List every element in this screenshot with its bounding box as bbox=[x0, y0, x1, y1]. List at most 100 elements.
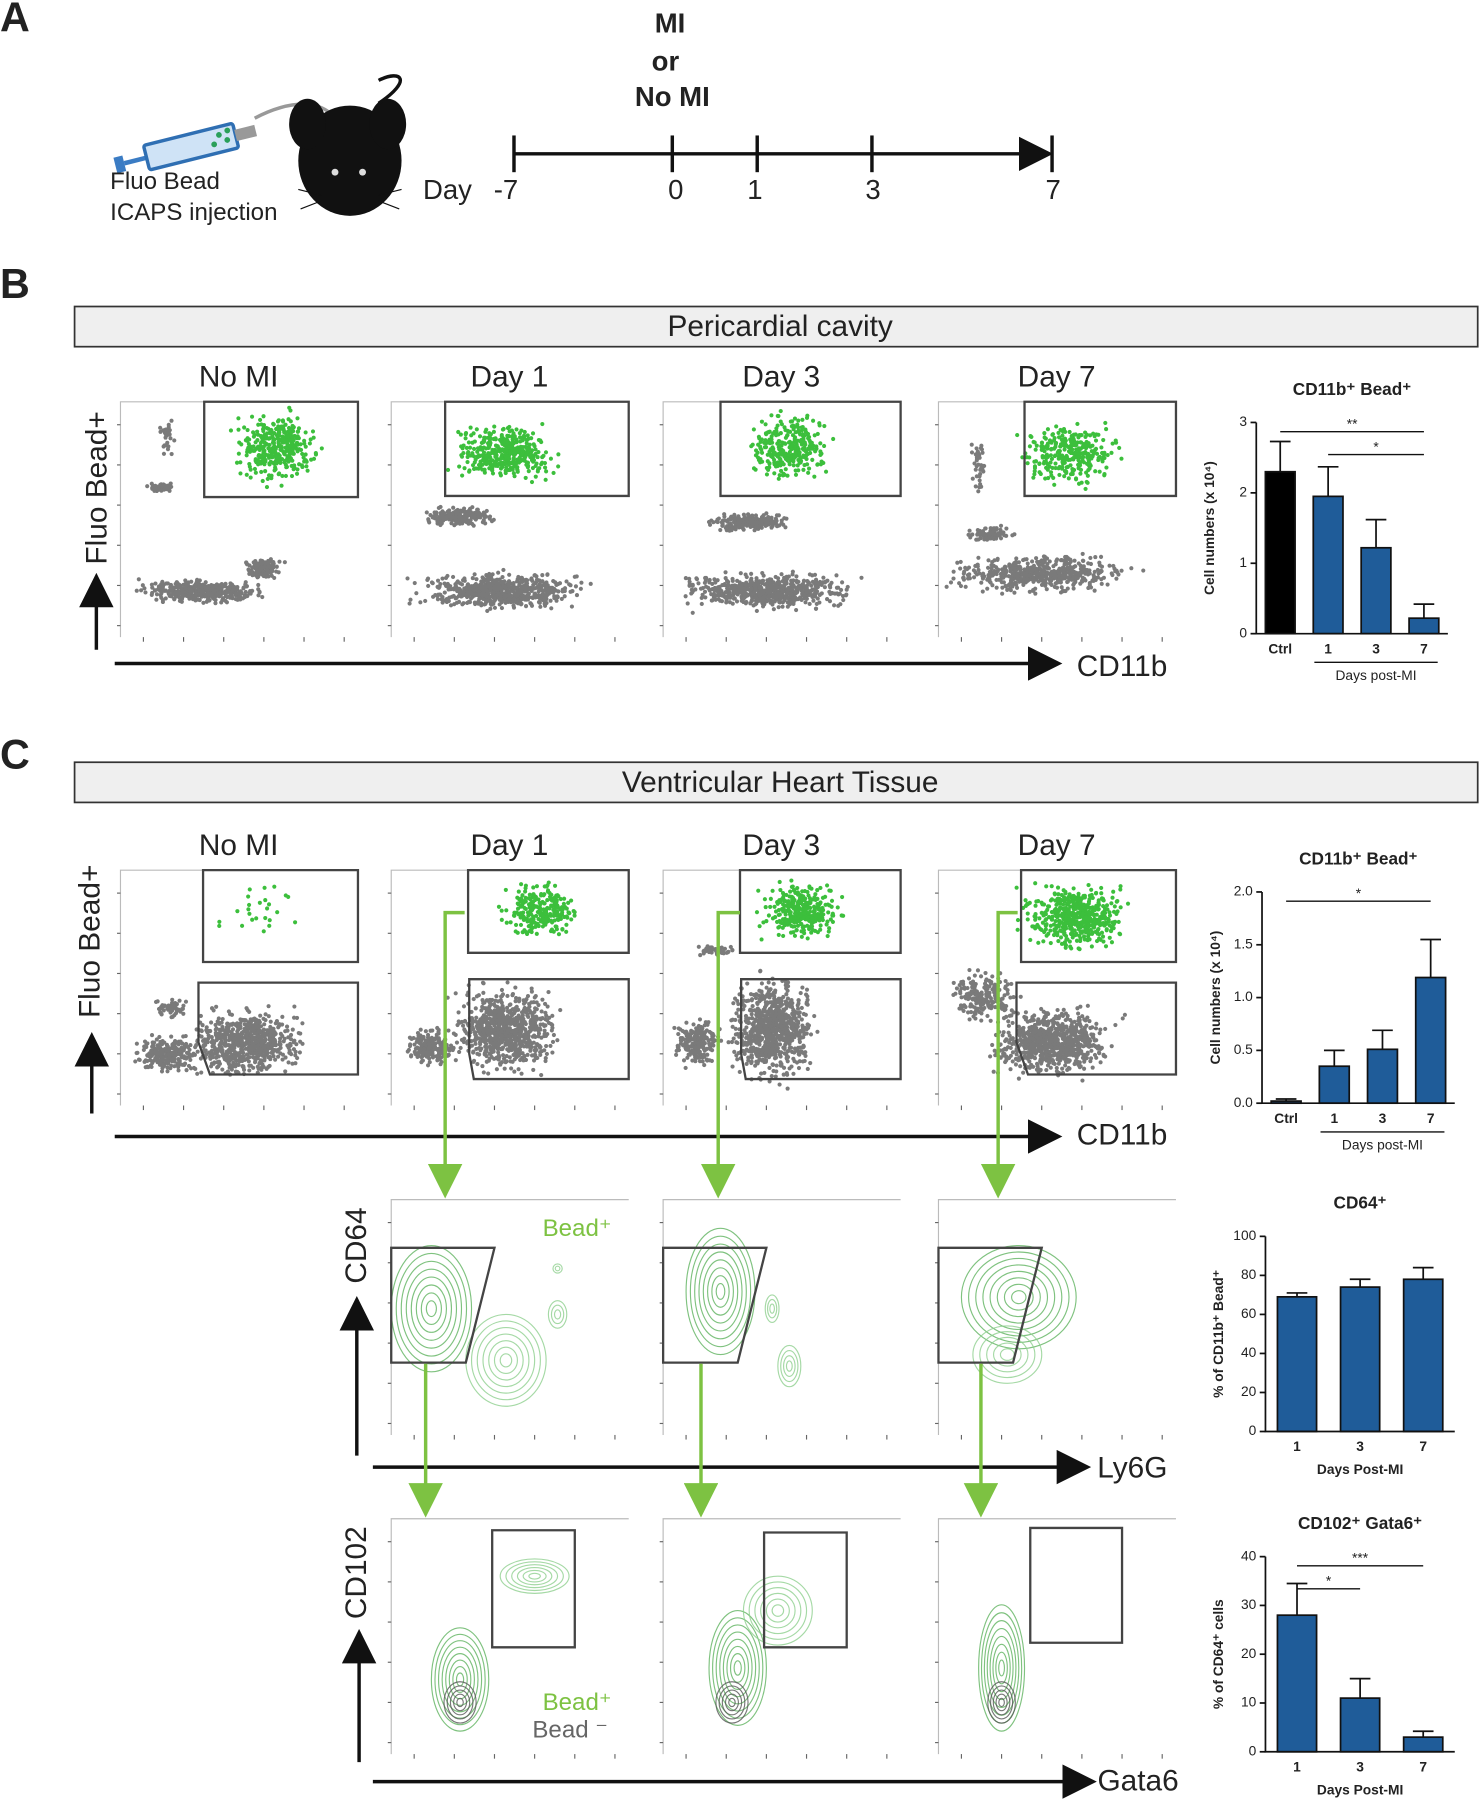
event-dot bbox=[259, 469, 264, 474]
event-dot bbox=[776, 513, 781, 518]
event-dot bbox=[790, 569, 795, 574]
event-dot bbox=[756, 442, 761, 447]
event-dot bbox=[723, 525, 728, 531]
event-dot bbox=[548, 598, 553, 603]
event-dot bbox=[201, 600, 206, 605]
event-dot bbox=[1001, 580, 1006, 585]
event-dot bbox=[271, 460, 276, 465]
event-dot bbox=[1044, 572, 1049, 577]
event-dot bbox=[195, 1049, 200, 1054]
event-dot bbox=[283, 458, 288, 463]
event-dot bbox=[799, 438, 804, 443]
event-dot bbox=[534, 594, 539, 599]
event-dot bbox=[236, 427, 241, 432]
event-dot bbox=[136, 577, 141, 582]
event-dot bbox=[259, 435, 264, 440]
event-dot bbox=[784, 516, 789, 521]
event-dot bbox=[183, 578, 188, 583]
event-dot bbox=[168, 436, 173, 441]
event-dot bbox=[807, 466, 812, 471]
event-dot bbox=[162, 430, 167, 435]
event-dot bbox=[302, 441, 307, 446]
event-dot bbox=[274, 461, 279, 466]
event-dot bbox=[206, 1028, 211, 1034]
event-dot bbox=[515, 467, 520, 472]
event-dot bbox=[749, 571, 754, 576]
event-dot bbox=[1104, 465, 1109, 470]
event-dot bbox=[770, 522, 775, 527]
event-dot bbox=[969, 450, 975, 455]
event-dot bbox=[1141, 568, 1146, 573]
panel-header: Pericardial cavity bbox=[667, 310, 892, 343]
event-dot bbox=[292, 1004, 297, 1009]
event-dot bbox=[492, 596, 497, 602]
event-dot bbox=[239, 442, 244, 447]
event-dot bbox=[472, 592, 477, 597]
event-cloud bbox=[969, 442, 987, 494]
event-dot bbox=[1105, 452, 1110, 458]
event-dot bbox=[150, 585, 155, 590]
event-dot bbox=[257, 459, 262, 464]
event-dot bbox=[1062, 573, 1068, 578]
event-dot bbox=[965, 573, 971, 578]
event-dot bbox=[1042, 579, 1047, 584]
event-dot bbox=[788, 429, 793, 434]
event-dot bbox=[425, 576, 431, 581]
event-dot bbox=[221, 1027, 226, 1032]
event-dot bbox=[795, 438, 800, 443]
event-dot bbox=[784, 590, 789, 595]
event-dot bbox=[294, 471, 300, 476]
event-dot bbox=[273, 446, 278, 451]
event-dot bbox=[284, 438, 289, 443]
event-dot bbox=[730, 576, 735, 581]
event-dot bbox=[976, 555, 981, 560]
event-dot bbox=[519, 428, 524, 433]
event-dot bbox=[247, 1068, 252, 1073]
event-dot bbox=[545, 572, 550, 577]
event-dot bbox=[225, 1025, 230, 1030]
event-dot bbox=[551, 590, 556, 595]
event-dot bbox=[815, 462, 820, 467]
event-dot bbox=[992, 532, 997, 537]
event-dot bbox=[462, 518, 467, 523]
event-dot bbox=[801, 467, 806, 472]
event-dot bbox=[461, 451, 466, 456]
event-dot bbox=[588, 581, 593, 586]
event-dot bbox=[709, 598, 714, 603]
event-dot bbox=[234, 1041, 239, 1046]
event-dot bbox=[286, 417, 291, 422]
event-dot bbox=[761, 597, 767, 602]
event-dot bbox=[1027, 444, 1032, 449]
event-dot bbox=[1050, 432, 1056, 437]
event-dot bbox=[213, 601, 218, 606]
event-dot bbox=[276, 1047, 281, 1052]
event-dot bbox=[160, 584, 165, 590]
event-dot bbox=[177, 598, 182, 604]
event-dot bbox=[245, 427, 250, 433]
event-dot bbox=[252, 448, 257, 453]
event-dot bbox=[753, 453, 759, 458]
event-dot bbox=[467, 600, 472, 605]
event-dot bbox=[1096, 457, 1101, 463]
event-dot bbox=[273, 467, 278, 472]
event-dot bbox=[492, 424, 497, 429]
event-dot bbox=[162, 443, 167, 448]
event-dot bbox=[1002, 569, 1007, 574]
event-dot bbox=[812, 433, 817, 438]
event-dot bbox=[285, 1043, 290, 1048]
event-dot bbox=[193, 594, 198, 599]
event-cloud bbox=[228, 405, 324, 490]
event-dot bbox=[778, 419, 783, 424]
event-dot bbox=[1114, 576, 1119, 581]
event-dot bbox=[790, 587, 795, 592]
event-dot bbox=[768, 452, 773, 458]
event-dot bbox=[219, 1034, 224, 1039]
y-axis-label: CD102 bbox=[340, 1526, 373, 1619]
event-dot bbox=[300, 451, 305, 456]
event-dot bbox=[408, 597, 413, 602]
event-dot bbox=[140, 583, 145, 588]
event-dot bbox=[499, 460, 504, 465]
event-dot bbox=[250, 1027, 255, 1032]
event-dot bbox=[471, 523, 476, 528]
event-dot bbox=[798, 458, 804, 463]
